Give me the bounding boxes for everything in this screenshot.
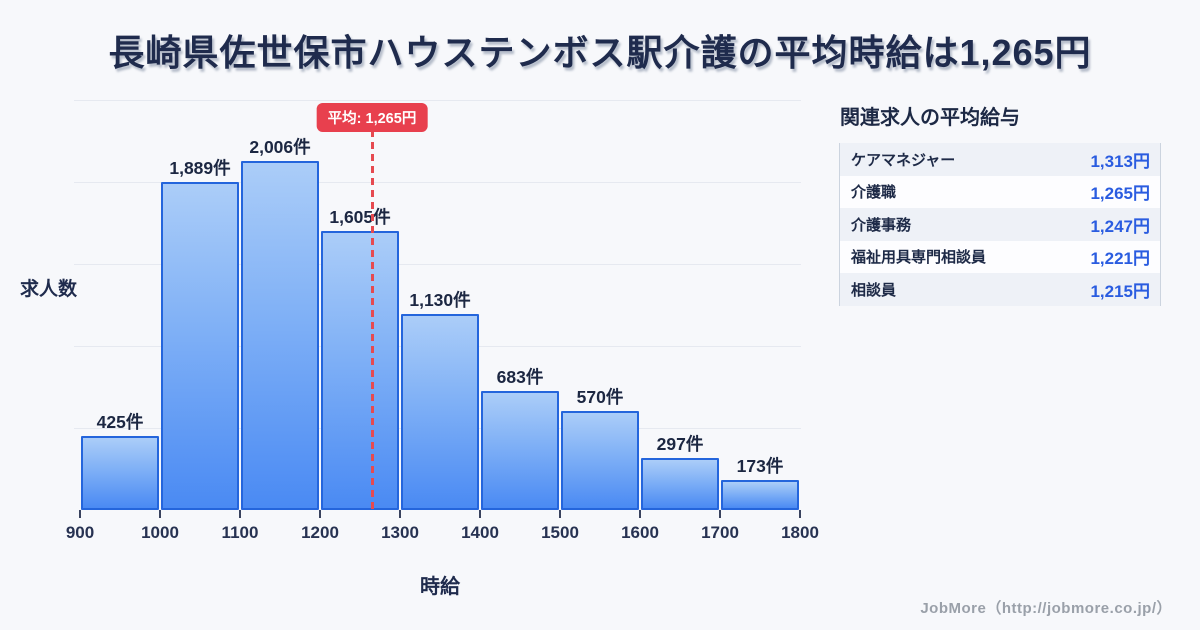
x-axis-tick	[239, 510, 241, 518]
x-axis-tick	[319, 510, 321, 518]
x-axis-tick-label: 1400	[461, 523, 499, 542]
x-axis-tick-label: 1800	[781, 523, 819, 542]
histogram-bar	[81, 436, 159, 510]
y-axis-label: 求人数	[20, 279, 78, 300]
related-job-row: 福祉用具専門相談員 1,221円	[840, 240, 1160, 273]
bar-value-label: 1,889件	[169, 158, 231, 178]
related-jobs-list: ケアマネジャー 1,313円介護職 1,265円介護事務 1,247円福祉用具専門相談…	[839, 143, 1161, 306]
x-axis-tick-label: 1600	[621, 523, 659, 542]
x-axis-tick-label: 1500	[541, 523, 579, 542]
related-job-row: 相談員 1,215円	[840, 273, 1160, 306]
bar-value-label: 1,130件	[409, 290, 471, 310]
histogram-bar	[481, 391, 559, 510]
related-job-name: 福祉用具専門相談員	[851, 249, 987, 267]
related-job-name: 相談員	[851, 281, 897, 299]
x-axis-tick-label: 1000	[141, 523, 179, 542]
gridline	[74, 182, 801, 183]
histogram-bar	[641, 458, 719, 510]
related-job-name: ケアマネジャー	[851, 151, 956, 169]
related-job-row: ケアマネジャー 1,313円	[840, 143, 1160, 176]
average-line	[370, 130, 374, 510]
bar-value-label: 683件	[496, 367, 544, 387]
x-axis-tick-label: 1200	[301, 523, 339, 542]
related-job-wage: 1,215円	[1090, 281, 1150, 301]
bar-value-label: 297件	[656, 434, 704, 454]
gridline	[74, 100, 801, 101]
related-job-name: 介護事務	[851, 216, 912, 234]
bar-value-label: 2,006件	[249, 137, 311, 157]
average-badge: 平均: 1,265円	[316, 103, 428, 132]
x-axis-tick	[479, 510, 481, 518]
related-job-wage: 1,221円	[1090, 249, 1150, 269]
x-axis-tick-label: 900	[65, 523, 95, 542]
histogram-bar	[561, 411, 639, 510]
histogram-bar	[161, 182, 239, 510]
related-job-name: 介護職	[851, 184, 897, 202]
histogram-bar	[401, 314, 479, 510]
x-axis-tick	[159, 510, 161, 518]
x-axis-tick	[399, 510, 401, 518]
x-axis-tick-label: 1300	[381, 523, 419, 542]
bar-value-label: 570件	[576, 387, 624, 407]
related-job-row: 介護事務 1,247円	[840, 208, 1160, 241]
footer-credit: JobMore（http://jobmore.co.jp/）	[920, 600, 1172, 617]
bar-value-label: 1,605件	[329, 207, 391, 227]
related-job-wage: 1,265円	[1090, 184, 1150, 204]
histogram-bar	[721, 480, 799, 510]
x-axis-tick	[79, 510, 81, 518]
x-axis-tick	[799, 510, 801, 518]
related-job-wage: 1,247円	[1090, 216, 1150, 236]
related-job-wage: 1,313円	[1090, 151, 1150, 171]
x-axis-tick-label: 1100	[221, 523, 259, 542]
x-axis-tick-label: 1700	[701, 523, 739, 542]
bar-value-label: 425件	[96, 412, 144, 432]
histogram-bar	[321, 231, 399, 510]
page-title: 長崎県佐世保市ハウステンボス駅介護の平均時給は1,265円	[108, 32, 1092, 73]
x-axis-tick	[559, 510, 561, 518]
related-jobs-title: 関連求人の平均給与	[840, 107, 1020, 129]
x-axis-label: 時給	[420, 576, 460, 598]
related-job-row: 介護職 1,265円	[840, 175, 1160, 208]
gridline	[74, 264, 801, 265]
histogram-bar	[241, 161, 319, 510]
x-axis-tick	[719, 510, 721, 518]
bar-value-label: 173件	[736, 456, 784, 476]
x-axis-tick	[639, 510, 641, 518]
